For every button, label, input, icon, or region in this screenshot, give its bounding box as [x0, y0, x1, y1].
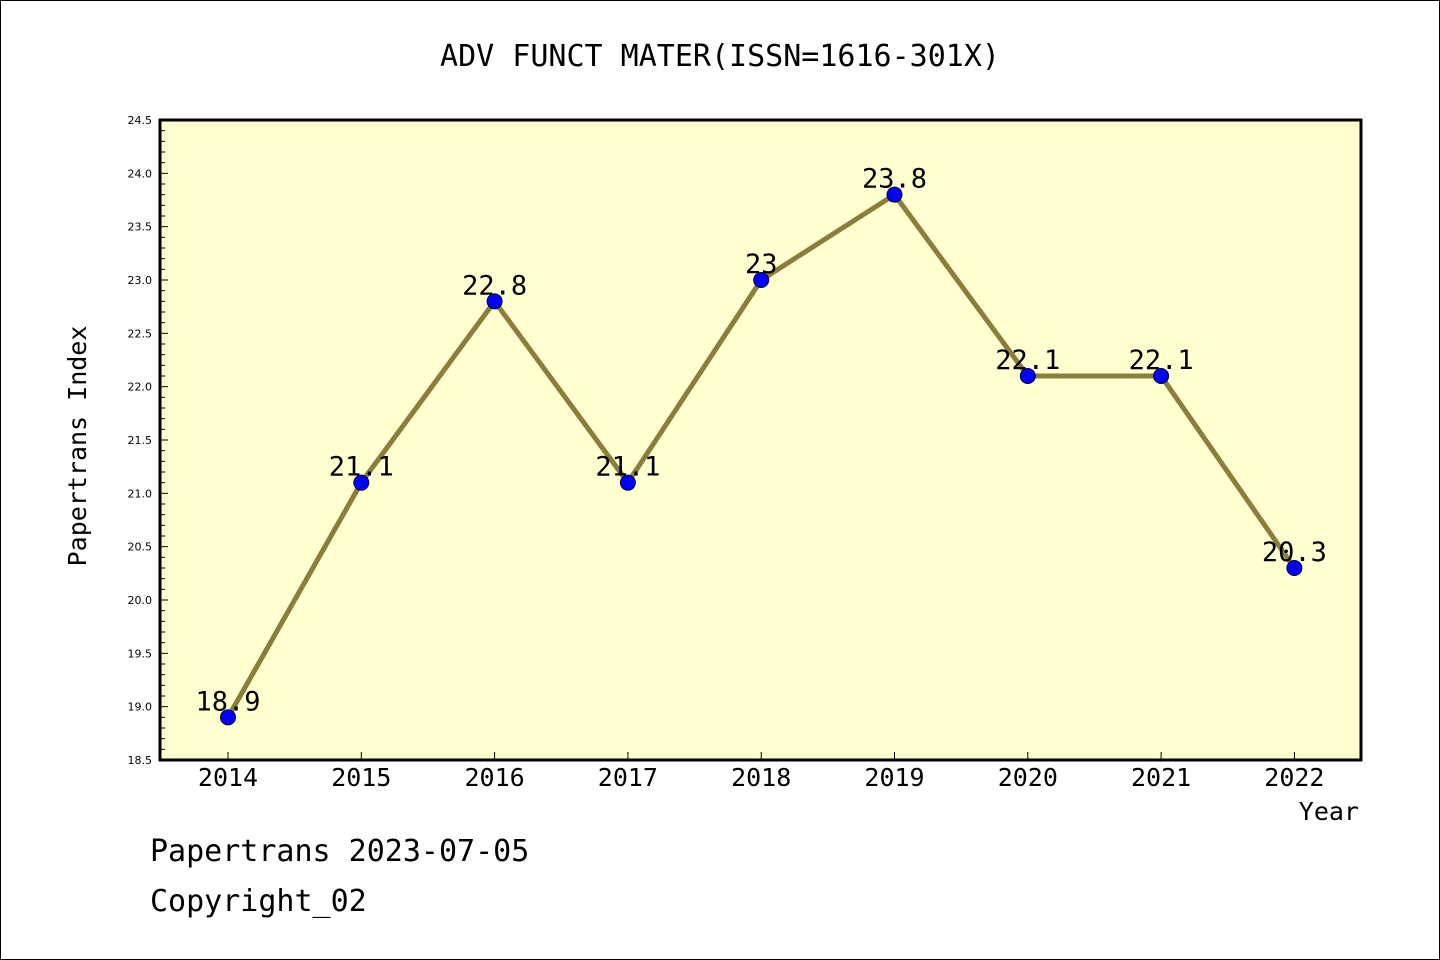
data-label: 22.1	[995, 345, 1060, 376]
data-point	[353, 474, 370, 491]
data-label: 22.8	[462, 270, 527, 301]
y-tick-label: 23.5	[128, 221, 153, 234]
y-tick-label: 22.0	[128, 381, 153, 394]
data-label: 23	[745, 249, 778, 280]
y-tick-label: 22.5	[128, 327, 153, 340]
series-markers	[220, 186, 1303, 726]
y-tick-label: 21.0	[128, 487, 153, 500]
data-point	[886, 186, 903, 203]
x-tick-label: 2015	[331, 763, 391, 792]
data-label: 22.1	[1129, 345, 1194, 376]
y-tick-label: 19.0	[128, 701, 153, 714]
data-point	[220, 709, 236, 726]
data-label: 20.3	[1262, 537, 1327, 568]
chart-title: ADV FUNCT MATER(ISSN=1616-301X)	[440, 39, 1000, 74]
x-axis-label: Year	[1299, 797, 1359, 826]
x-tick-label: 2022	[1264, 763, 1324, 792]
x-tick-label: 2019	[864, 763, 924, 792]
plot-border	[158, 118, 1363, 762]
x-tick-label: 2021	[1131, 763, 1191, 792]
plot-area	[160, 120, 1361, 760]
x-tick-label: 2016	[464, 763, 524, 792]
data-point	[753, 272, 770, 288]
data-point	[1286, 560, 1303, 576]
footer-copyright: Copyright_02	[150, 884, 367, 919]
x-tick-label: 2014	[198, 763, 258, 792]
x-tick-label: 2017	[598, 763, 658, 792]
y-tick-label: 19.5	[128, 647, 153, 660]
y-axis-label: Papertrans Index	[63, 326, 92, 567]
y-axis-ticks: 18.5 19.0 19.5 20.0 20.5 21.0 21.5 22.0 22.5 23.0…	[128, 114, 153, 767]
data-label: 18.9	[195, 686, 260, 717]
y-tick-label: 20.0	[128, 594, 153, 607]
x-tick-label: 2018	[731, 763, 791, 792]
data-point	[1019, 368, 1036, 384]
data-point	[1153, 368, 1170, 384]
data-label: 21.1	[329, 452, 394, 483]
y-tick-label: 20.5	[128, 541, 153, 554]
x-axis-ticks: 2014 2015 2016 2017 2018 2019 2020 2021 2022	[198, 752, 1325, 792]
data-point	[619, 474, 636, 491]
y-tick-label: 24.5	[128, 114, 153, 127]
y-tick-label: 18.5	[128, 754, 153, 767]
data-label: 21.1	[595, 452, 660, 483]
data-point	[486, 293, 503, 310]
y-tick-label: 23.0	[128, 274, 153, 287]
y-tick-label: 24.0	[128, 167, 153, 180]
data-label: 23.8	[862, 164, 927, 195]
data-labels: 18.9 21.1 22.8 21.1 23 23.8 22.1 22.1 20.3	[195, 164, 1326, 718]
footer-date: Papertrans 2023-07-05	[150, 834, 530, 869]
x-tick-label: 2020	[998, 763, 1058, 792]
y-tick-label: 21.5	[128, 434, 153, 447]
